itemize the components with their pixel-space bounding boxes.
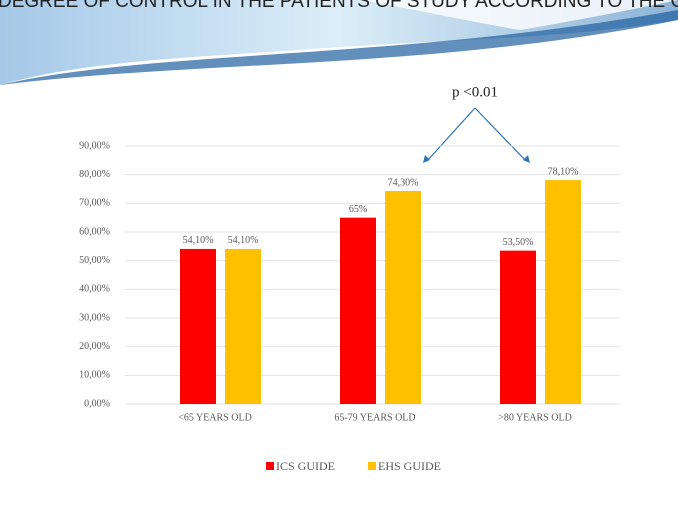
annotation: p <0.01 [423,84,530,163]
y-tick-label: 90,00% [79,140,110,151]
y-tick-label: 20,00% [79,341,110,352]
y-tick-label: 30,00% [79,312,110,323]
bar [385,191,421,404]
y-tick-label: 10,00% [79,370,110,381]
y-tick-label: 60,00% [79,226,110,237]
bar [545,180,581,404]
slide-title: DEGREE OF CONTROL IN THE PATIENTS OF STU… [0,0,678,12]
data-label: 54,10% [228,235,259,246]
bar [500,250,536,404]
bar [340,217,376,404]
y-tick-label: 80,00% [79,169,110,180]
bar [225,248,261,404]
legend-label: ICS GUIDE [276,459,335,473]
bar [180,248,216,404]
data-label: 53,50% [503,237,534,248]
data-label: 78,10% [548,166,579,177]
x-tick-label: <65 YEARS OLD [178,412,252,423]
legend-swatch [368,462,376,470]
x-tick-label: 65-79 YEARS OLD [334,412,415,423]
data-label: 54,10% [183,235,214,246]
data-label: 74,30% [388,177,419,188]
y-tick-label: 0,00% [84,398,110,409]
y-tick-label: 50,00% [79,255,110,266]
data-label: 65% [349,204,367,215]
legend-swatch [266,462,274,470]
legend-label: EHS GUIDE [378,459,441,473]
x-tick-label: >80 YEARS OLD [498,412,572,423]
header-decoration [0,0,678,85]
y-tick-label: 70,00% [79,198,110,209]
annotation-text: p <0.01 [452,84,498,100]
y-tick-label: 40,00% [79,284,110,295]
